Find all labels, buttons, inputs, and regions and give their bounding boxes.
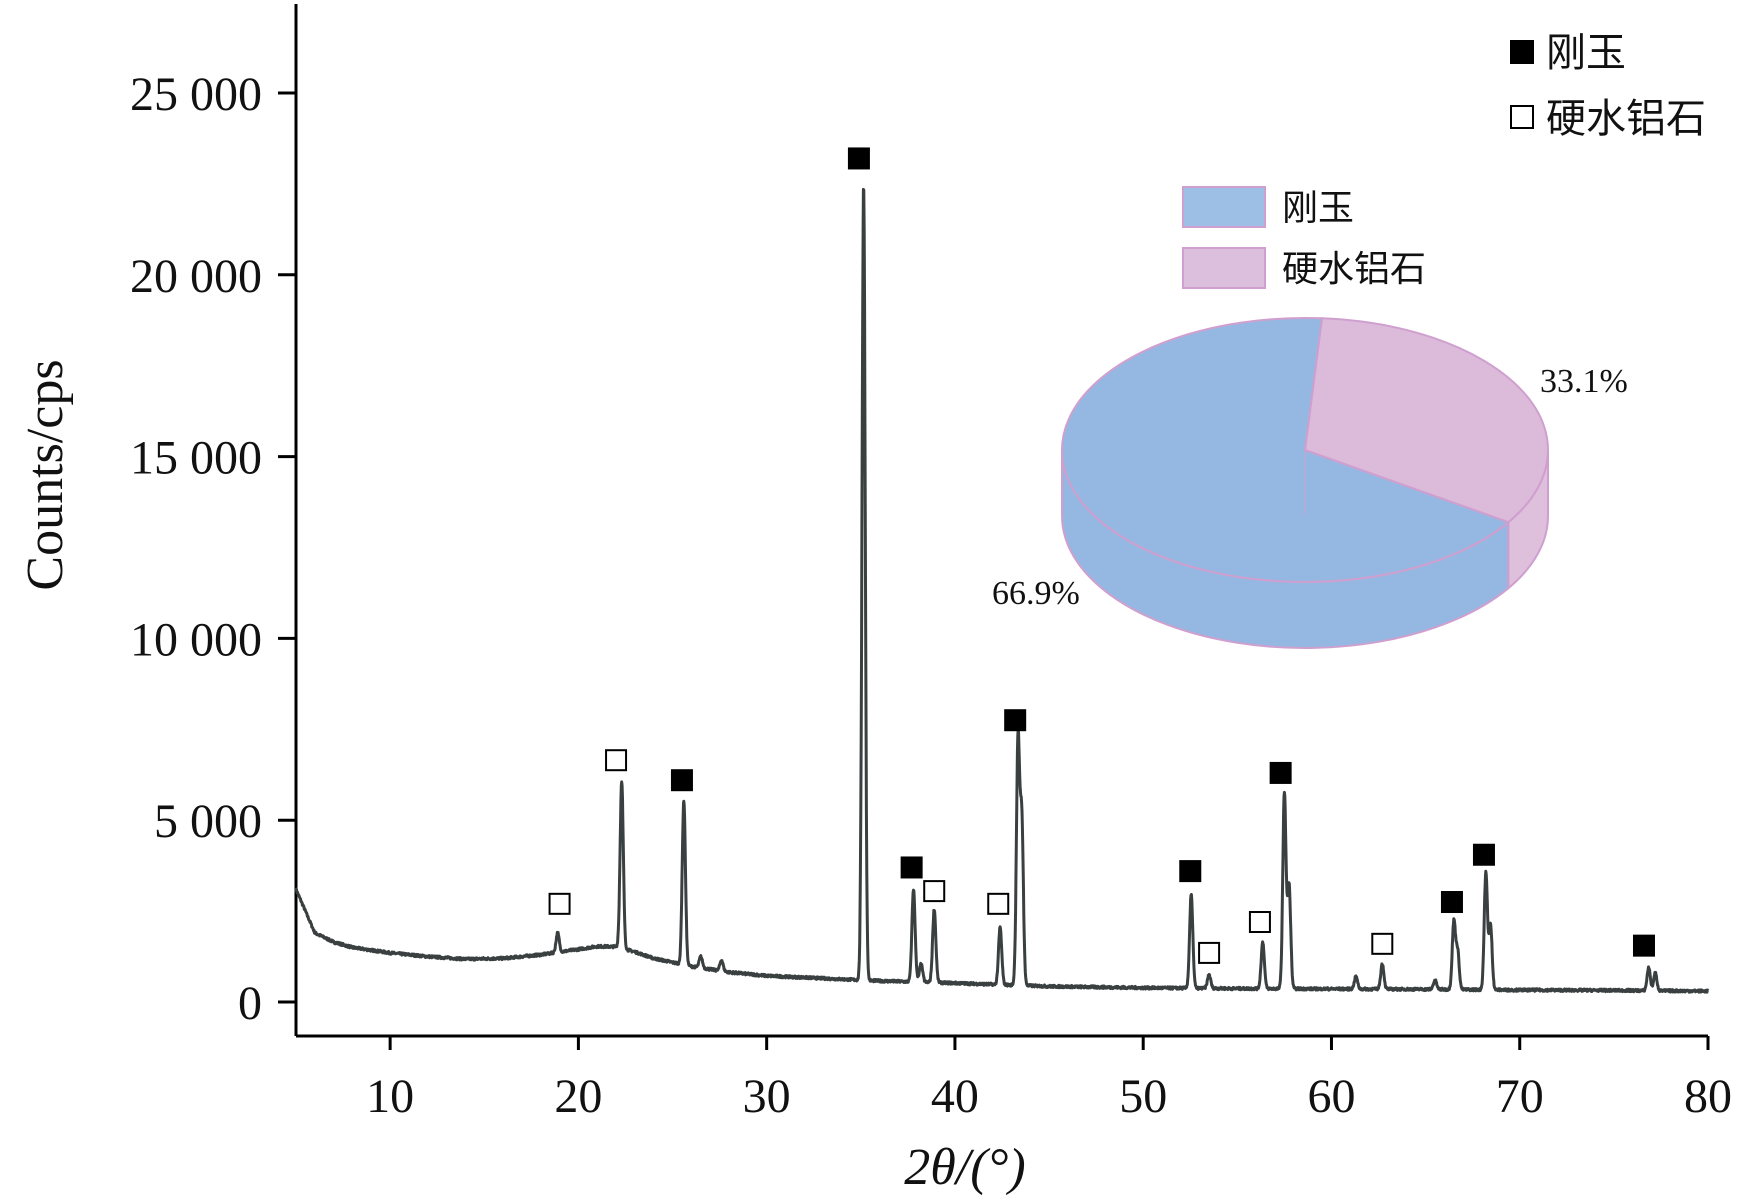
xrd-pattern-line	[294, 187, 1710, 994]
x-tick-label: 70	[1496, 1070, 1544, 1123]
pie-label-diaspore: 33.1%	[1540, 363, 1628, 400]
x-tick-label: 30	[743, 1070, 791, 1123]
legend-label-corundum: 刚玉	[1546, 30, 1626, 76]
corundum-marker-icon	[1269, 761, 1292, 784]
corundum-marker-icon	[1004, 709, 1027, 732]
y-tick-label: 5 000	[154, 795, 262, 848]
x-tick-label: 40	[931, 1070, 979, 1123]
x-ticks: 10 20 30 40 50 60 70 80	[366, 1036, 1732, 1123]
diaspore-marker-icon	[923, 880, 946, 903]
pie-legend-label-diaspore: 硬水铝石	[1282, 249, 1426, 290]
y-tick-label: 10 000	[130, 613, 262, 666]
diaspore-marker-icon	[987, 892, 1010, 915]
corundum-marker-icon	[670, 769, 693, 792]
y-axis-title: Counts/cps	[17, 359, 74, 590]
corundum-marker-icon	[900, 856, 923, 879]
phase-legend: 刚玉 硬水铝石	[1510, 30, 1706, 142]
corundum-marker-icon	[847, 147, 870, 170]
pie-legend-label-corundum: 刚玉	[1282, 188, 1354, 229]
axes	[294, 4, 1708, 1038]
y-tick-label: 20 000	[130, 250, 262, 303]
phase-markers	[548, 147, 1655, 964]
pie-legend-swatch-corundum	[1182, 186, 1266, 228]
pie-legend-swatch-diaspore	[1182, 247, 1266, 289]
y-ticks: 0 5 000 10 000 15 000 20 000 25 000	[130, 68, 296, 1030]
diaspore-marker-icon	[1248, 911, 1271, 934]
legend-label-diaspore: 硬水铝石	[1546, 96, 1706, 142]
phase-pie-chart	[1061, 316, 1549, 649]
corundum-marker-icon	[1440, 891, 1463, 914]
corundum-marker-icon	[1179, 860, 1202, 883]
x-tick-label: 80	[1684, 1070, 1732, 1123]
diaspore-marker-icon	[1371, 932, 1394, 955]
y-tick-label: 25 000	[130, 68, 262, 121]
x-tick-label: 50	[1119, 1070, 1167, 1123]
x-tick-label: 60	[1307, 1070, 1355, 1123]
y-tick-label: 15 000	[130, 432, 262, 485]
pie-label-corundum: 66.9%	[992, 575, 1080, 612]
pie-slice-corundum	[1061, 316, 1511, 583]
y-tick-label: 0	[238, 977, 262, 1030]
x-tick-label: 20	[554, 1070, 602, 1123]
pie-legend: 刚玉 硬水铝石	[1182, 186, 1426, 290]
diaspore-marker-icon	[605, 749, 628, 772]
x-axis-title: 2θ/(°)	[904, 1139, 1025, 1196]
legend-open-square-icon	[1510, 105, 1534, 129]
corundum-marker-icon	[1632, 934, 1655, 957]
x-tick-label: 10	[366, 1070, 414, 1123]
legend-filled-square-icon	[1510, 40, 1534, 64]
corundum-marker-icon	[1472, 843, 1495, 866]
diaspore-marker-icon	[1198, 941, 1221, 964]
diaspore-marker-icon	[548, 892, 571, 915]
